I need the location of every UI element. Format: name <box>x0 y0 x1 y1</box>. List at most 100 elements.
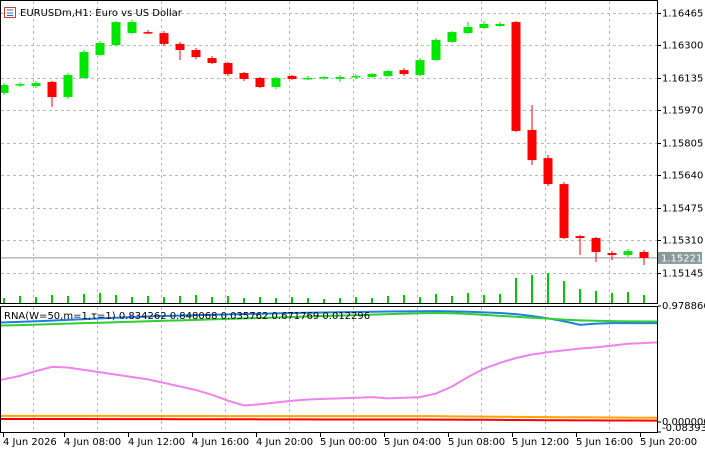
volume-bar <box>355 297 357 303</box>
volume-bar <box>147 296 149 303</box>
volume-bar <box>211 297 213 303</box>
volume-bar <box>291 297 293 303</box>
y-tick-label: 1.15970 <box>662 106 703 117</box>
candle-body <box>47 81 57 98</box>
candle-body <box>0 85 9 93</box>
candle-body <box>511 22 521 131</box>
indicator-line <box>1 414 658 419</box>
candle-body <box>143 32 153 34</box>
candle-body <box>95 42 105 55</box>
x-tick-label: 5 Jun 12:00 <box>512 437 569 448</box>
volume-bar <box>67 296 69 303</box>
y-tick-label: 1.16135 <box>662 74 703 85</box>
candle-body <box>79 51 89 78</box>
volume-bar <box>611 293 613 303</box>
volume-bar <box>627 292 629 303</box>
x-tick-label: 5 Jun 08:00 <box>448 437 505 448</box>
volume-bar <box>563 281 565 303</box>
candle-body <box>335 76 345 79</box>
volume-bar <box>403 295 405 303</box>
volume-bar <box>83 294 85 303</box>
x-tick-label: 4 Jun 08:00 <box>64 437 121 448</box>
candle-body <box>351 75 361 78</box>
x-tick-label: 5 Jun 04:00 <box>384 437 441 448</box>
indicator-line <box>0 310 658 326</box>
candle-body <box>303 77 313 80</box>
candle-body <box>527 129 537 161</box>
volume-bar <box>243 298 245 303</box>
candle-body <box>223 63 233 75</box>
y-tick-label: -0.083938 <box>662 423 705 434</box>
volume-bar <box>19 296 21 303</box>
main-pane-border <box>0 0 658 304</box>
y-tick-label: 0.978866 <box>662 301 705 312</box>
volume-bar <box>387 296 389 303</box>
volume-bar <box>323 299 325 303</box>
indicator-line <box>0 341 658 407</box>
indicator-title: RNA(W=50,m=1,τ=1) 0.834262 0.848068 0.03… <box>4 311 370 322</box>
volume-bar <box>451 296 453 303</box>
candle-body <box>543 158 553 185</box>
indicator-pane-border <box>0 306 658 433</box>
candle-body <box>271 77 281 88</box>
volume-bar <box>259 297 261 303</box>
volume-bar <box>35 297 37 303</box>
volume-bar <box>579 289 581 303</box>
x-tick-label: 4 Jun 2026 <box>3 437 57 448</box>
indicator-line <box>1 417 658 422</box>
candle-body <box>607 252 617 255</box>
x-tick-label: 4 Jun 12:00 <box>128 437 185 448</box>
candle-body <box>479 24 489 28</box>
y-tick-label: 1.16465 <box>662 9 703 20</box>
volume-bar <box>499 294 501 303</box>
candle-body <box>415 60 425 76</box>
volume-bar <box>643 295 645 303</box>
volume-bar <box>547 273 549 303</box>
candle-body <box>239 73 249 79</box>
x-tick-label: 5 Jun 16:00 <box>576 437 633 448</box>
volume-bar <box>419 297 421 303</box>
candle-body <box>447 32 457 42</box>
candle-body <box>159 33 169 44</box>
y-tick-label: 1.15310 <box>662 236 703 247</box>
volume-bar <box>515 278 517 303</box>
indicator-line <box>0 311 658 327</box>
candle-body <box>319 76 329 79</box>
volume-bar <box>131 297 133 303</box>
chart-title: EURUSDm,H1: Euro vs US Dollar <box>20 8 183 19</box>
candle-body <box>639 252 649 258</box>
volume-bar <box>531 275 533 303</box>
y-tick-label: 1.15640 <box>662 171 703 182</box>
candle-body <box>15 84 25 86</box>
candle-body <box>399 70 409 75</box>
x-tick-label: 5 Jun 00:00 <box>320 437 377 448</box>
y-tick-label: 0.000000 <box>662 417 705 428</box>
candle-body <box>383 71 393 76</box>
candle-body <box>255 77 265 88</box>
y-tick-label: 1.15145 <box>662 269 703 280</box>
volume-bar <box>3 298 5 303</box>
candle-body <box>575 236 585 239</box>
symbol-icon <box>4 7 16 18</box>
x-tick-label: 4 Jun 20:00 <box>256 437 313 448</box>
volume-bar <box>163 297 165 303</box>
volume-bar <box>371 298 373 303</box>
candle-body <box>367 74 377 77</box>
y-tick-label: 1.15805 <box>662 139 703 150</box>
volume-bar <box>179 296 181 303</box>
volume-bar <box>115 295 117 303</box>
volume-bar <box>307 298 309 303</box>
volume-bar <box>99 293 101 303</box>
volume-bar <box>339 298 341 303</box>
x-tick-label: 4 Jun 16:00 <box>192 437 249 448</box>
current-price-box <box>658 251 702 264</box>
volume-bar <box>195 295 197 303</box>
marks: 1.16465 1.16300 1.16135 1.15970 1.15805 1.156… <box>0 9 705 448</box>
candle-body <box>431 39 441 61</box>
candle-body <box>623 251 633 255</box>
volume-bar <box>467 293 469 303</box>
volume-bar <box>227 296 229 303</box>
candle-body <box>63 75 73 98</box>
